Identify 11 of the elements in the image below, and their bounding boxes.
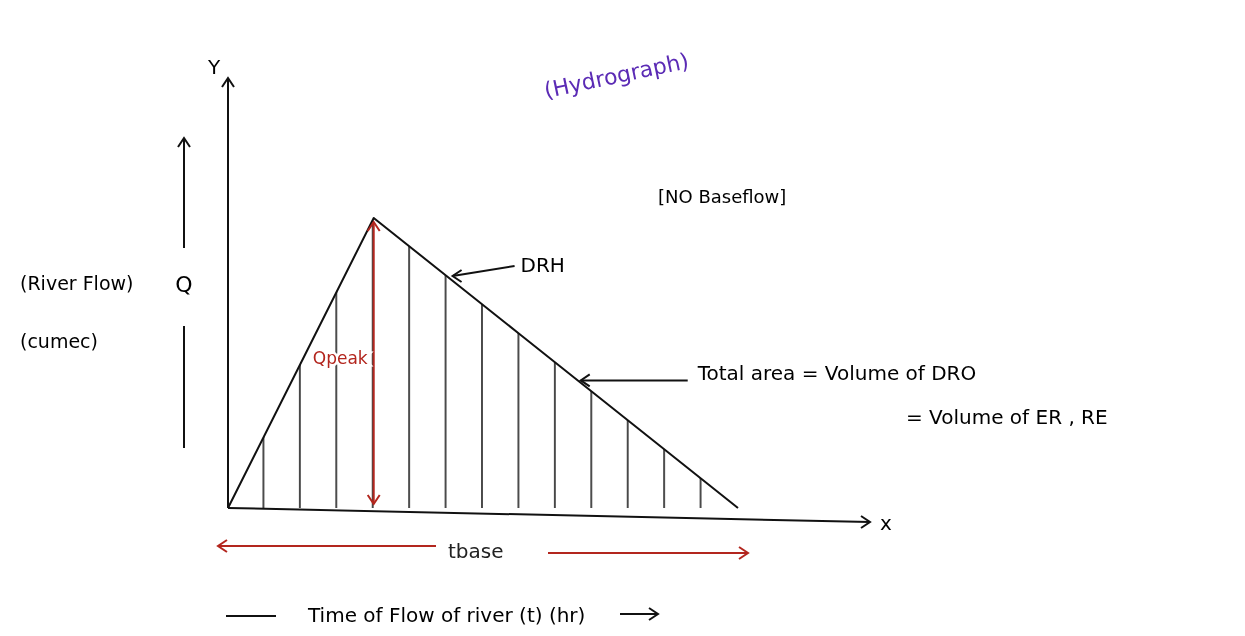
text: [NO Baseflow]: [658, 186, 787, 207]
text: = Volume of ER , RE: [906, 405, 1108, 430]
x-axis-title: Time of Flow of river (t) (hr): [307, 603, 586, 627]
text: x: [880, 511, 892, 535]
text: (cumec): [20, 330, 98, 352]
annotation: DRH: [520, 253, 565, 277]
text: (River Flow): [20, 272, 134, 294]
text: Y: [207, 55, 221, 79]
annotation: Total area = Volume of DRO: [696, 361, 977, 386]
y-axis-title: Q: [175, 272, 193, 297]
text: tbase: [448, 539, 504, 563]
